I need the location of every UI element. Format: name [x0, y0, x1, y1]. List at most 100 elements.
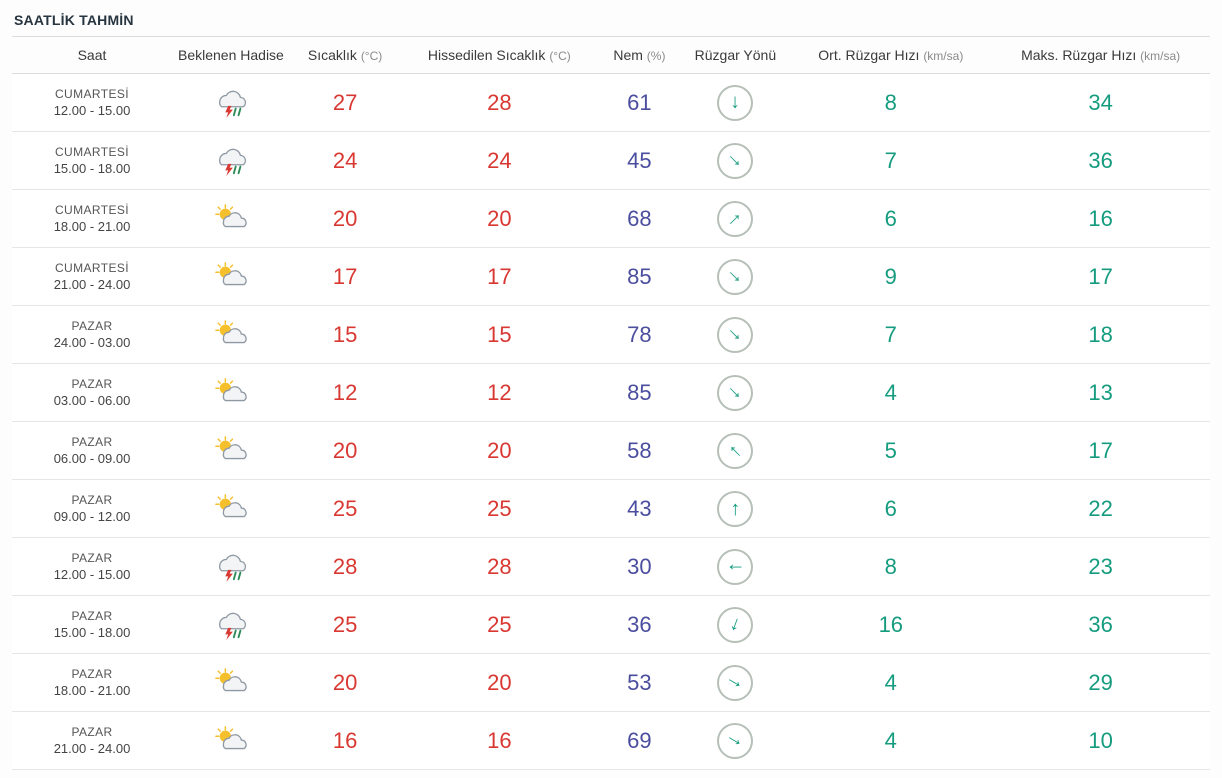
temperature-value: 25: [333, 612, 357, 637]
temperature-value: 16: [333, 728, 357, 753]
day-label: PAZAR: [18, 435, 166, 449]
max-wind-value: 36: [1088, 148, 1112, 173]
day-label: PAZAR: [18, 319, 166, 333]
max-wind-value: 10: [1088, 728, 1112, 753]
wind-direction: ↑: [680, 248, 790, 306]
humidity-value: 36: [627, 612, 651, 637]
time-cell: CUMARTESİ21.00 - 24.00: [12, 248, 172, 306]
humidity-value-cell: 53: [598, 654, 680, 712]
day-label: PAZAR: [18, 609, 166, 623]
wind-arrow-icon: ↑: [725, 150, 746, 171]
wind-arrow-icon: ↑: [725, 324, 746, 345]
wind-arrow-icon: ↑: [725, 562, 745, 572]
wind-direction: ↑: [680, 712, 790, 770]
avg-wind-value: 16: [879, 612, 903, 637]
wind-arrow-icon: ↑: [724, 731, 746, 750]
table-row: PAZAR24.00 - 03.00151578↑718: [12, 306, 1210, 364]
feels-like-value-cell: 17: [400, 248, 598, 306]
feels-like-value: 20: [487, 206, 511, 231]
time-cell: PAZAR09.00 - 12.00: [12, 480, 172, 538]
avg-wind-value: 5: [885, 438, 897, 463]
max-wind-value-cell: 23: [991, 538, 1210, 596]
temperature-value-cell: 27: [290, 74, 400, 132]
time-range: 18.00 - 21.00: [18, 683, 166, 698]
max-wind-value: 36: [1088, 612, 1112, 637]
time-range: 15.00 - 18.00: [18, 161, 166, 176]
temperature-value: 25: [333, 496, 357, 521]
time-cell: PAZAR21.00 - 24.00: [12, 712, 172, 770]
avg-wind-value-cell: 8: [790, 538, 991, 596]
humidity-value: 69: [627, 728, 651, 753]
wind-dir-ring: ↑: [717, 317, 753, 353]
feels-like-value: 20: [487, 670, 511, 695]
avg-wind-value-cell: 16: [790, 596, 991, 654]
col-temp: Sıcaklık (°C): [290, 37, 400, 74]
humidity-value: 43: [627, 496, 651, 521]
avg-wind-value: 6: [885, 206, 897, 231]
avg-wind-value-cell: 4: [790, 712, 991, 770]
avg-wind-value-cell: 4: [790, 364, 991, 422]
feels-like-value: 12: [487, 380, 511, 405]
day-label: PAZAR: [18, 667, 166, 681]
day-label: PAZAR: [18, 493, 166, 507]
feels-like-value-cell: 24: [400, 132, 598, 190]
feels-like-value: 25: [487, 612, 511, 637]
feels-like-value-cell: 15: [400, 306, 598, 364]
avg-wind-value: 8: [885, 90, 897, 115]
temperature-value-cell: 15: [290, 306, 400, 364]
temperature-value-cell: 20: [290, 422, 400, 480]
max-wind-value-cell: 13: [991, 364, 1210, 422]
temperature-value: 20: [333, 206, 357, 231]
temperature-value: 28: [333, 554, 357, 579]
feels-like-value-cell: 20: [400, 422, 598, 480]
feels-like-value: 20: [487, 438, 511, 463]
avg-wind-value-cell: 6: [790, 480, 991, 538]
avg-wind-value-cell: 8: [790, 74, 991, 132]
max-wind-value-cell: 17: [991, 422, 1210, 480]
feels-like-value-cell: 12: [400, 364, 598, 422]
day-label: CUMARTESİ: [18, 203, 166, 217]
wind-direction: ↑: [680, 306, 790, 364]
humidity-value-cell: 68: [598, 190, 680, 248]
temperature-value: 20: [333, 670, 357, 695]
table-row: CUMARTESİ15.00 - 18.00242445↑736: [12, 132, 1210, 190]
max-wind-value: 18: [1088, 322, 1112, 347]
avg-wind-value: 7: [885, 322, 897, 347]
max-wind-value: 23: [1088, 554, 1112, 579]
time-cell: CUMARTESİ 18.00 - 21.00: [12, 190, 172, 248]
temperature-value: 12: [333, 380, 357, 405]
header-row: Saat Beklenen Hadise Sıcaklık (°C) Hisse…: [12, 37, 1210, 74]
avg-wind-value: 8: [885, 554, 897, 579]
day-label: CUMARTESİ: [18, 261, 166, 275]
wind-dir-ring: ↑: [717, 491, 753, 527]
max-wind-value-cell: 18: [991, 306, 1210, 364]
temperature-value: 17: [333, 264, 357, 289]
avg-wind-value: 7: [885, 148, 897, 173]
max-wind-value: 22: [1088, 496, 1112, 521]
max-wind-value-cell: 22: [991, 480, 1210, 538]
wind-direction: ↑: [680, 654, 790, 712]
humidity-value-cell: 61: [598, 74, 680, 132]
feels-like-value-cell: 25: [400, 480, 598, 538]
partly-cloudy-icon: [172, 712, 290, 770]
wind-dir-ring: ↑: [717, 259, 753, 295]
humidity-value-cell: 58: [598, 422, 680, 480]
time-range: 18.00 - 21.00: [18, 219, 166, 234]
table-row: PAZAR03.00 - 06.00121285↑413: [12, 364, 1210, 422]
temperature-value-cell: 20: [290, 654, 400, 712]
col-humidity: Nem (%): [598, 37, 680, 74]
time-cell: PAZAR 18.00 - 21.00: [12, 654, 172, 712]
max-wind-value-cell: 36: [991, 596, 1210, 654]
humidity-value: 61: [627, 90, 651, 115]
forecast-table: Saat Beklenen Hadise Sıcaklık (°C) Hisse…: [12, 36, 1210, 770]
humidity-value-cell: 43: [598, 480, 680, 538]
time-range: 03.00 - 06.00: [18, 393, 166, 408]
feels-like-value-cell: 25: [400, 596, 598, 654]
time-range: 12.00 - 15.00: [18, 103, 166, 118]
table-row: PAZAR15.00 - 18.00252536↑1636: [12, 596, 1210, 654]
wind-dir-ring: ↑: [717, 375, 753, 411]
temperature-value: 20: [333, 438, 357, 463]
feels-like-value-cell: 28: [400, 74, 598, 132]
wind-dir-ring: ↑: [717, 549, 753, 585]
partly-cloudy-icon: [172, 480, 290, 538]
